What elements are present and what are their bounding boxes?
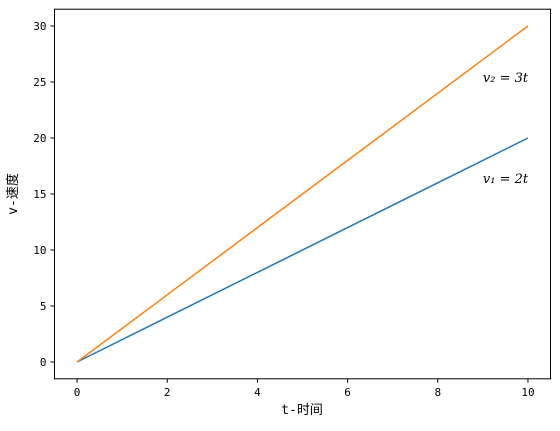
y-tick-label: 10 xyxy=(33,244,46,257)
x-tick-label: 6 xyxy=(344,386,351,399)
y-tick-label: 25 xyxy=(33,76,46,89)
y-tick-label: 30 xyxy=(33,20,46,33)
x-tick-label: 0 xyxy=(74,386,81,399)
y-tick-label: 20 xyxy=(33,132,46,145)
y-tick-label: 5 xyxy=(40,300,47,313)
line xyxy=(76,137,529,363)
x-axis-label: t-时间 xyxy=(281,403,323,418)
line xyxy=(76,25,529,363)
x-tick-label: 10 xyxy=(521,386,534,399)
x-tick-label: 4 xyxy=(254,386,261,399)
x-tick-label: 8 xyxy=(434,386,441,399)
y-axis-label: v-速度 xyxy=(5,173,21,215)
x-tick-label: 2 xyxy=(164,386,171,399)
y-tick-label: 0 xyxy=(40,356,47,369)
annotation: v₂ = 3t xyxy=(483,71,529,86)
annotation: v₁ = 2t xyxy=(483,172,529,187)
y-tick-label: 15 xyxy=(33,188,46,201)
